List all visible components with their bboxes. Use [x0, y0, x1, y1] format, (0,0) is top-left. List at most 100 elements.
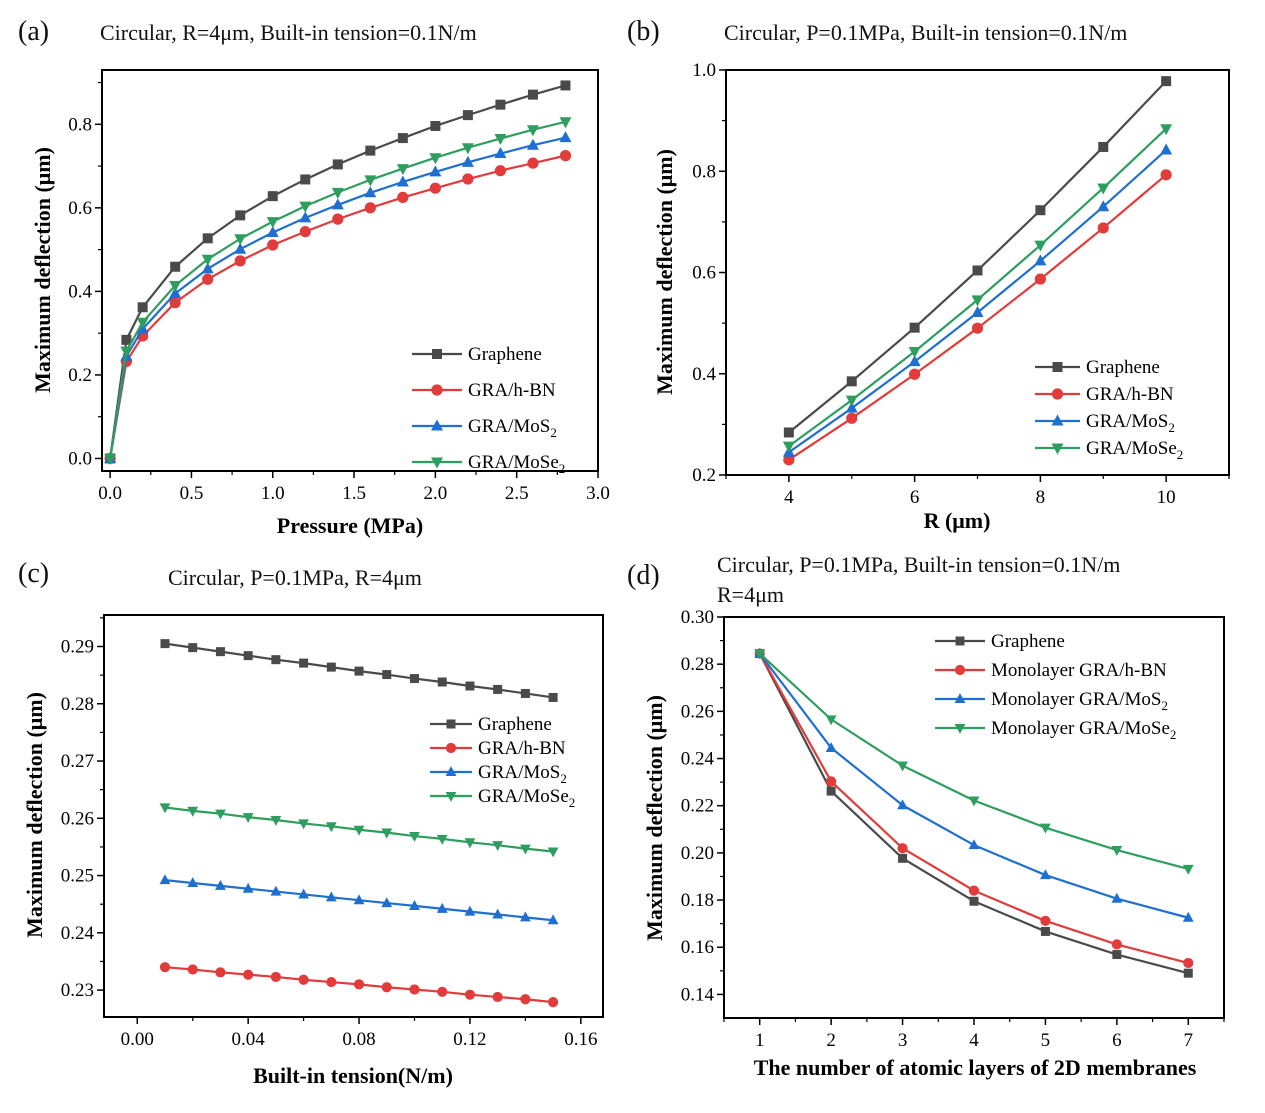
- legend-label: Graphene: [991, 631, 1065, 652]
- x-tick-label: 4: [784, 487, 794, 508]
- data-point: [846, 376, 857, 387]
- data-point: [897, 843, 908, 854]
- legend-marker: [431, 384, 443, 396]
- legend-entry: GRA/MoS2: [412, 416, 557, 440]
- legend-entry: GRA/h-BN: [412, 380, 556, 401]
- legend-label: GRA/MoSe2: [468, 452, 565, 476]
- legend-marker: [1051, 414, 1064, 426]
- legend-label: GRA/MoS2: [468, 416, 557, 440]
- panel-a-title: Circular, R=4μm, Built-in tension=0.1N/m: [100, 20, 477, 45]
- data-point: [1098, 141, 1109, 152]
- data-point: [909, 368, 921, 380]
- legend-entry: Graphene: [1035, 357, 1160, 378]
- y-tick-label: 0.24: [61, 923, 95, 944]
- panel-a-y-axis-title: Maximum deflection (μm): [30, 147, 55, 393]
- data-point: [234, 234, 247, 246]
- x-tick-label: 0.00: [121, 1029, 154, 1050]
- legend-label-subscript: 2: [1177, 447, 1184, 462]
- data-point: [783, 454, 795, 466]
- data-point: [364, 175, 377, 187]
- data-point: [242, 813, 254, 823]
- data-point: [298, 974, 309, 985]
- y-tick-label: 0.4: [692, 364, 716, 385]
- data-point: [1040, 915, 1051, 926]
- panel-letter-b: (b): [627, 16, 660, 47]
- data-point: [968, 796, 980, 807]
- legend-marker: [954, 664, 966, 676]
- panel-b-plot: 4 6 8 10 0.2 0.4 0.6 0.8 1.0 Graphene GRA/h-BN GRA/…: [692, 60, 1230, 508]
- data-point: [409, 831, 420, 842]
- data-point: [436, 834, 448, 845]
- data-point: [969, 896, 979, 906]
- y-tick-label: 0.28: [61, 694, 94, 715]
- data-point: [169, 297, 181, 309]
- legend-entry: Monolayer GRA/MoS2: [935, 689, 1168, 713]
- panel-c-x-axis-title: Built-in tension(N/m): [253, 1063, 453, 1088]
- legend-marker: [1052, 362, 1063, 372]
- data-point: [234, 242, 247, 254]
- x-tick-label: 8: [1036, 487, 1046, 508]
- data-point: [464, 838, 476, 849]
- y-tick-label: 0.26: [61, 808, 94, 829]
- data-point: [409, 984, 420, 995]
- legend-label: GRA/h-BN: [468, 380, 556, 401]
- x-tick-label: 3: [898, 1030, 908, 1051]
- panel-d: (d) Circular, P=0.1MPa, Built-in tension…: [627, 552, 1225, 1080]
- legend-entry: GRA/MoS2: [430, 762, 567, 786]
- data-point: [1097, 200, 1110, 212]
- y-tick-label: 0.16: [681, 937, 714, 958]
- legend-marker: [431, 419, 443, 431]
- legend-entry: GRA/MoSe2: [430, 786, 575, 810]
- panel-d-x-axis-title: The number of atomic layers of 2D membra…: [754, 1055, 1197, 1080]
- data-point: [188, 643, 198, 653]
- data-point: [326, 976, 337, 988]
- y-tick-label: 0.27: [61, 751, 94, 772]
- data-point: [266, 217, 279, 229]
- data-point: [971, 322, 984, 334]
- data-point: [527, 157, 539, 169]
- y-tick-label: 0.8: [692, 161, 716, 182]
- data-point: [353, 894, 365, 905]
- y-tick-label: 0.30: [681, 607, 714, 628]
- legend-marker: [1051, 388, 1064, 400]
- data-point: [242, 882, 254, 893]
- data-point: [560, 80, 571, 91]
- data-point: [1034, 240, 1047, 252]
- data-point: [1160, 169, 1172, 181]
- data-point: [754, 649, 766, 660]
- data-point: [187, 806, 199, 817]
- panel-c-plot: 0.00 0.04 0.08 0.12 0.16 0.23 0.24 0.25 0.26 0.27…: [61, 614, 604, 1050]
- legend-entry: Monolayer GRA/h-BN: [935, 660, 1167, 681]
- data-point: [908, 355, 921, 367]
- panel-b-title: Circular, P=0.1MPa, Built-in tension=0.1…: [724, 20, 1127, 45]
- data-point: [519, 911, 531, 922]
- y-tick-label: 0.4: [68, 281, 92, 302]
- data-point: [559, 117, 572, 129]
- data-point: [526, 138, 539, 150]
- data-point: [465, 681, 475, 691]
- x-tick-label: 3.0: [586, 483, 610, 504]
- data-point: [271, 655, 281, 665]
- x-tick-label: 4: [969, 1030, 979, 1051]
- legend-label: Monolayer GRA/MoS2: [991, 689, 1168, 713]
- series-line: [758, 652, 1189, 870]
- legend-label-subscript: 2: [1161, 698, 1168, 713]
- data-point: [202, 273, 214, 285]
- legend-entry: Graphene: [935, 631, 1065, 652]
- data-point: [299, 658, 309, 668]
- data-point: [353, 979, 365, 990]
- series-gra-mos2: [782, 143, 1173, 457]
- data-point: [266, 225, 279, 237]
- legend-label: GRA/MoSe2: [478, 786, 575, 810]
- data-point: [1040, 926, 1050, 936]
- data-point: [215, 647, 225, 657]
- legend-label-subscript: 2: [550, 425, 557, 440]
- y-tick-label: 0.18: [681, 890, 714, 911]
- x-tick-label: 0.0: [98, 483, 122, 504]
- panel-c-title: Circular, P=0.1MPa, R=4μm: [168, 565, 422, 590]
- panel-c-axes-frame: [103, 614, 604, 1018]
- data-point: [429, 182, 441, 194]
- data-point: [430, 120, 441, 131]
- x-tick-label: 0.08: [342, 1029, 375, 1050]
- data-point: [136, 317, 149, 329]
